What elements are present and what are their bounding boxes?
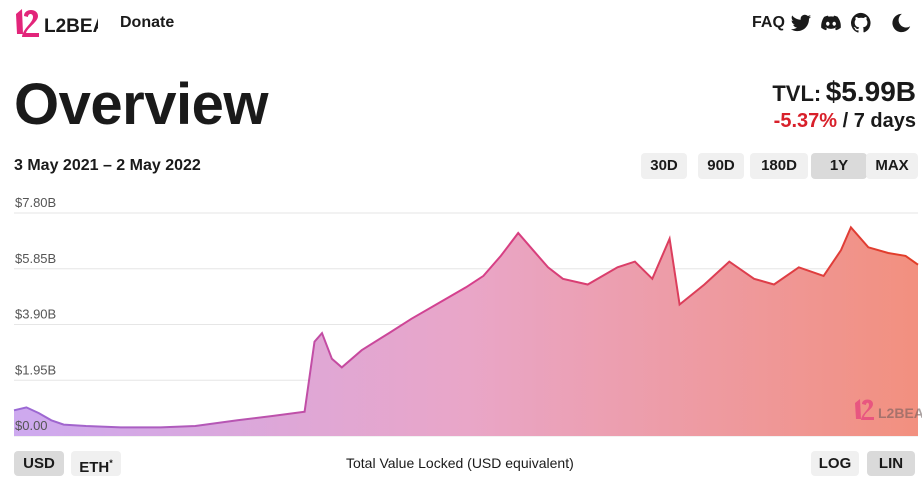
- scale-button-log[interactable]: LOG: [811, 451, 859, 476]
- github-icon[interactable]: [850, 12, 872, 34]
- range-button-max[interactable]: MAX: [866, 153, 918, 179]
- currency-button-usd[interactable]: USD: [14, 451, 64, 476]
- currency-button-eth[interactable]: ETH*: [71, 451, 121, 476]
- page-title: Overview: [14, 72, 268, 137]
- range-button-90d[interactable]: 90D: [698, 153, 744, 179]
- discord-icon[interactable]: [820, 12, 842, 34]
- tvl-chart[interactable]: $0.00 $1.95B $3.90B $5.85B $7.80B L2BEAT: [0, 190, 922, 440]
- tvl-label: TVL:: [772, 81, 822, 106]
- y-tick-label: $1.95B: [15, 362, 56, 377]
- range-button-30d[interactable]: 30D: [641, 153, 687, 179]
- y-tick-label: $0.00: [15, 418, 48, 433]
- scale-button-lin[interactable]: LIN: [867, 451, 915, 476]
- range-button-1y[interactable]: 1Y: [811, 153, 867, 179]
- tvl-line: [13, 225, 919, 429]
- donate-link[interactable]: Donate: [120, 14, 175, 31]
- dark-mode-icon[interactable]: [890, 12, 912, 34]
- tvl-change-value: -5.37%: [773, 110, 838, 132]
- tvl-summary: TVL: $5.99B: [772, 76, 916, 108]
- eth-footnote-mark: *: [109, 458, 113, 468]
- y-tick-label: $3.90B: [15, 307, 56, 322]
- chart-caption: Total Value Locked (USD equivalent): [346, 455, 574, 471]
- y-tick-label: $7.80B: [15, 195, 56, 210]
- y-tick-label: $5.85B: [15, 251, 56, 266]
- svg-text:L2BEAT: L2BEAT: [878, 405, 922, 421]
- logo-text: L2BEAT: [44, 16, 98, 37]
- tvl-value: $5.99B: [825, 76, 916, 107]
- range-button-180d[interactable]: 180D: [750, 153, 808, 179]
- l2beat-logo[interactable]: L2BEAT: [14, 6, 98, 40]
- date-range: 3 May 2021 – 2 May 2022: [14, 157, 201, 174]
- tvl-change-period: / 7 days: [842, 110, 916, 132]
- faq-link[interactable]: FAQ: [752, 14, 785, 31]
- tvl-change: -5.37% / 7 days: [774, 110, 916, 133]
- tvl-area: [14, 227, 918, 436]
- eth-label: ETH: [79, 459, 110, 476]
- chart-watermark-logo: L2BEAT: [855, 399, 922, 421]
- twitter-icon[interactable]: [790, 12, 812, 34]
